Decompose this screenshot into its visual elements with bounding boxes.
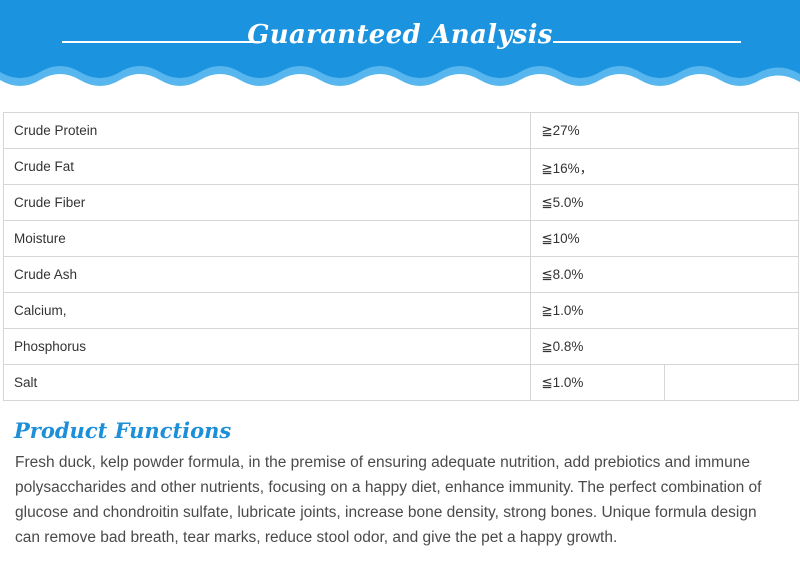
value-cell: ≦8.0% <box>530 256 799 293</box>
nutrient-cell: Crude Ash <box>2 256 532 293</box>
value-cell: ≧0.8% <box>530 328 799 365</box>
nutrient-cell: Salt <box>2 364 532 401</box>
nutrient-cell: Phosphorus <box>2 328 532 365</box>
value-cell: ≧27% <box>530 112 799 149</box>
table-row: Crude Ash ≦8.0% <box>2 256 799 293</box>
nutrient-cell: Crude Fiber <box>2 184 532 221</box>
product-functions-text: Fresh duck, kelp powder formula, in the … <box>15 454 762 546</box>
nutrient-cell: Crude Fat <box>2 148 532 185</box>
banner: Guaranteed Analysis <box>0 0 800 100</box>
table-row: Moisture ≦10% <box>2 220 799 257</box>
table-row: Calcium, ≧1.0% <box>2 292 799 329</box>
value-cell: ≧1.0% <box>530 292 799 329</box>
guaranteed-analysis-table: Crude Protein ≧27% Crude Fat ≧16%， Crude… <box>2 112 799 401</box>
nutrient-cell: Moisture <box>2 220 532 257</box>
wave-banner-background <box>0 0 800 86</box>
banner-rule-left <box>62 41 260 43</box>
table-row: Crude Fiber ≦5.0% <box>2 184 799 221</box>
value-cell: ≦5.0% <box>530 184 799 221</box>
value-cell: ≦1.0% <box>530 364 666 401</box>
table-row: Phosphorus ≧0.8% <box>2 328 799 365</box>
nutrient-cell: Crude Protein <box>2 112 532 149</box>
value-cell: ≦10% <box>530 220 799 257</box>
banner-title: Guaranteed Analysis <box>247 20 553 50</box>
banner-rule-right <box>553 41 741 43</box>
nutrient-cell: Calcium, <box>2 292 532 329</box>
value-cell: ≧16%， <box>530 148 799 185</box>
table-row: Salt ≦1.0% <box>2 364 799 401</box>
table-row: Crude Fat ≧16%， <box>2 148 799 185</box>
guaranteed-analysis-table-wrap: Crude Protein ≧27% Crude Fat ≧16%， Crude… <box>2 112 799 401</box>
empty-cell <box>664 364 799 401</box>
product-functions-heading: Product Functions <box>14 418 232 443</box>
table-row: Crude Protein ≧27% <box>2 112 799 149</box>
